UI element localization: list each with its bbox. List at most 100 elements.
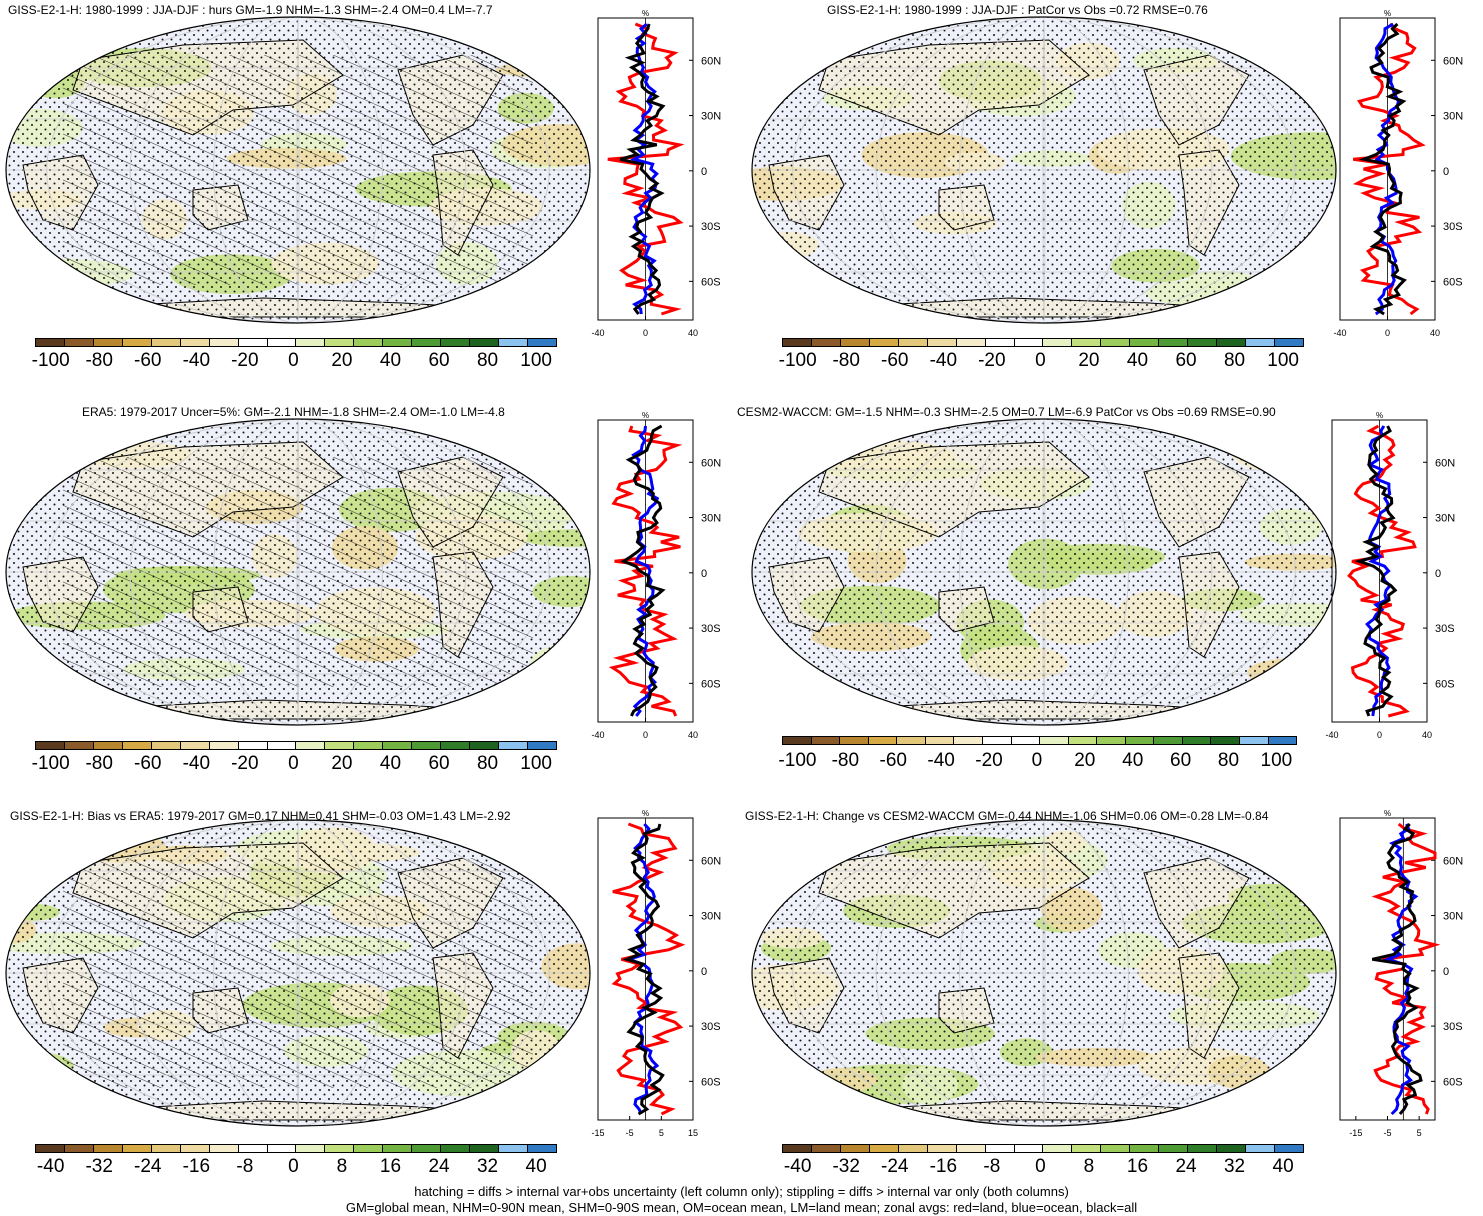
- map-border: [5, 418, 591, 726]
- colorbar-swatch: [122, 1145, 152, 1152]
- colorbar-tick-label: -60: [134, 753, 162, 774]
- colorbar-tick-label: 40: [525, 1156, 547, 1177]
- colorbar-tick-label: -20: [231, 350, 259, 371]
- colorbar-swatch: [267, 339, 297, 346]
- colorbar-tick-label: 40: [1122, 750, 1144, 771]
- colorbar-swatch: [354, 1145, 384, 1152]
- colorbar-swatch: [1014, 1145, 1044, 1152]
- colorbar-tick-label: -16: [182, 1156, 211, 1177]
- colorbar-swatch: [499, 742, 528, 749]
- moist-anomaly-region: [777, 280, 850, 306]
- colorbar-swatch: [869, 1145, 899, 1152]
- colorbar-tick-label: -16: [929, 1156, 958, 1177]
- colorbar-swatch: [267, 1145, 297, 1152]
- moist-anomaly-region: [752, 860, 779, 900]
- zonal-average-plot: % -40 0 40 60N 30N 0 30S 60S: [1333, 9, 1463, 338]
- x-tick-label: 15: [688, 1128, 698, 1138]
- x-tick-label: -40: [1325, 730, 1338, 740]
- colorbar-tick-label: 8: [1083, 1156, 1095, 1177]
- colorbar-swatch: [1240, 737, 1269, 744]
- latitude-label: 30S: [701, 623, 721, 635]
- map-border: [5, 16, 591, 324]
- latitude-label: 60S: [1435, 678, 1455, 690]
- latitude-label: 60S: [701, 678, 721, 690]
- x-tick-label: -5: [626, 1128, 634, 1138]
- dry-anomaly-region: [752, 30, 834, 74]
- world-map: [751, 819, 1337, 1127]
- zonal-average-line: [611, 822, 686, 1116]
- latitude-label: 30N: [1443, 111, 1463, 123]
- colorbar-tick-label: 100: [520, 753, 552, 774]
- graticule-line: [1042, 17, 1046, 323]
- colorbar-tick-label: 0: [1031, 750, 1043, 771]
- colorbar-swatch: [64, 742, 94, 749]
- colorbar-swatch: [151, 1145, 181, 1152]
- colorbar-tick-label: -100: [778, 750, 817, 771]
- colorbar-tick-label: -60: [881, 350, 909, 371]
- colorbar-swatch: [783, 737, 812, 744]
- colorbar-swatch: [238, 1145, 268, 1152]
- colorbar-swatch: [925, 737, 955, 744]
- latitude-label: 30S: [1443, 1021, 1463, 1033]
- colorbar: [35, 1144, 557, 1153]
- colorbar-swatch: [64, 1145, 94, 1152]
- moist-anomaly-region: [6, 835, 89, 879]
- colorbar-swatch: [1211, 737, 1240, 744]
- colorbar-swatch: [1217, 339, 1246, 346]
- colorbar-swatch: [1159, 1145, 1189, 1152]
- colorbar-swatch: [840, 1145, 870, 1152]
- colorbar-tick-label: -20: [231, 753, 259, 774]
- panel-bias-vs-era5: GISS-E2-1-H: Bias vs ERA5: 1979-2017 GM=…: [0, 806, 740, 1186]
- map-border: [751, 16, 1337, 324]
- colorbar-tick-label: 24: [1175, 1156, 1197, 1177]
- colorbar-labels: -100 -80 -60 -40 -20 0 20 40 60 80 100: [31, 753, 557, 775]
- colorbar: [782, 1144, 1304, 1153]
- graticule-line: [296, 17, 300, 323]
- colorbar-swatch: [1159, 339, 1189, 346]
- panel-title: GISS-E2-1-H: 1980-1999 : JJA-DJF : hurs …: [8, 3, 493, 17]
- latitude-label: 60S: [1443, 1076, 1463, 1088]
- moist-anomaly-region: [500, 38, 590, 56]
- colorbar-swatch: [180, 742, 210, 749]
- colorbar-swatch: [898, 1145, 928, 1152]
- colorbar-swatch: [296, 1145, 326, 1152]
- panel-title: CESM2-WACCM: GM=-1.5 NHM=-0.3 SHM=-2.5 O…: [737, 405, 1276, 419]
- x-tick-label: 40: [1422, 730, 1432, 740]
- colorbar-swatch: [1097, 737, 1126, 744]
- colorbar-tick-label: 100: [1260, 750, 1293, 771]
- colorbar-tick-label: -80: [85, 350, 113, 371]
- graticule-line: [959, 17, 1129, 323]
- panel-title: GISS-E2-1-H: 1980-1999 : JJA-DJF : PatCo…: [827, 3, 1208, 17]
- colorbar-swatch: [1125, 737, 1155, 744]
- colorbar-swatch: [1130, 1145, 1160, 1152]
- colorbar-swatch: [1043, 339, 1073, 346]
- colorbar-swatch: [811, 1145, 841, 1152]
- colorbar-tick-label: 32: [1223, 1156, 1246, 1177]
- colorbar-swatch: [180, 339, 210, 346]
- graticule-line: [1042, 419, 1046, 725]
- colorbar-tick-label: -100: [31, 753, 70, 774]
- latitude-label: 30S: [701, 221, 721, 233]
- x-tick-label: 0: [643, 328, 648, 338]
- colorbar-swatch: [122, 742, 152, 749]
- colorbar-swatch: [238, 742, 268, 749]
- colorbar-tick-label: -40: [929, 350, 958, 371]
- world-map: [5, 16, 591, 324]
- graticule-line: [129, 17, 467, 323]
- colorbar-tick-label: -80: [85, 753, 113, 774]
- colorbar-tick-label: 80: [476, 753, 499, 774]
- colorbar-tick-label: 16: [379, 1156, 402, 1177]
- colorbar-tick-label: 100: [1267, 350, 1299, 371]
- colorbar-swatch: [1072, 1145, 1102, 1152]
- x-tick-label: -15: [1349, 1128, 1362, 1138]
- colorbar-swatch: [267, 742, 297, 749]
- colorbar-swatch: [898, 339, 928, 346]
- colorbar-tick-label: 20: [331, 350, 353, 371]
- colorbar-swatch: [383, 1145, 413, 1152]
- colorbar-tick-label: 80: [1223, 350, 1246, 371]
- latitude-label: 30N: [701, 513, 721, 525]
- zonal-average-plot: % -15 -5 5 60N 30N 0 30S 60S: [1339, 809, 1463, 1138]
- colorbar-swatch: [383, 742, 413, 749]
- colorbar-swatch: [470, 742, 499, 749]
- colorbar-swatch: [1154, 737, 1183, 744]
